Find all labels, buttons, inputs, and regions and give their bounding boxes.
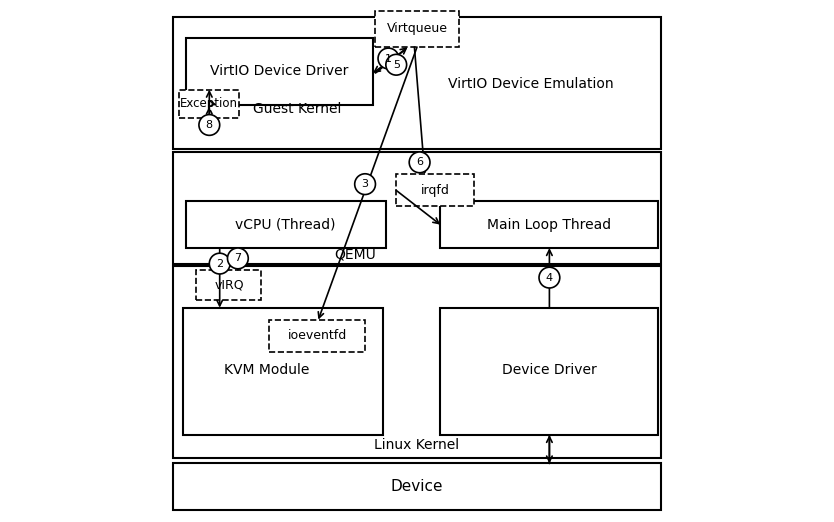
Bar: [269, 319, 365, 352]
Text: 4: 4: [545, 272, 553, 282]
Text: 1: 1: [385, 53, 392, 64]
Circle shape: [354, 174, 375, 195]
Circle shape: [539, 267, 560, 288]
Text: KVM Module: KVM Module: [224, 363, 309, 377]
Text: Linux Kernel: Linux Kernel: [374, 438, 460, 453]
Text: VirtIO Device Emulation: VirtIO Device Emulation: [449, 77, 614, 91]
Text: 8: 8: [206, 120, 213, 130]
Text: vCPU (Thread): vCPU (Thread): [235, 218, 336, 232]
Bar: [173, 152, 661, 264]
Circle shape: [228, 248, 249, 269]
Text: 3: 3: [362, 179, 369, 189]
Text: Guest Kernel: Guest Kernel: [254, 102, 342, 116]
Text: 6: 6: [416, 157, 423, 168]
Bar: [173, 17, 661, 149]
Circle shape: [209, 253, 230, 274]
Bar: [196, 270, 261, 300]
Bar: [186, 38, 373, 105]
Circle shape: [409, 152, 430, 173]
Text: Main Loop Thread: Main Loop Thread: [487, 218, 611, 232]
Bar: [179, 90, 239, 118]
Text: QEMU: QEMU: [334, 247, 375, 261]
Bar: [183, 308, 384, 435]
Text: Exception: Exception: [180, 97, 239, 110]
Text: Device: Device: [391, 479, 443, 494]
Bar: [440, 201, 658, 248]
Text: Virtqueue: Virtqueue: [386, 22, 448, 35]
Bar: [186, 201, 386, 248]
Bar: [375, 11, 459, 47]
Text: Device Driver: Device Driver: [502, 363, 597, 377]
Text: irqfd: irqfd: [420, 184, 450, 197]
Bar: [173, 464, 661, 510]
Bar: [396, 174, 474, 207]
Text: 2: 2: [216, 258, 224, 269]
Circle shape: [386, 54, 407, 75]
Bar: [440, 308, 658, 435]
Text: vIRQ: vIRQ: [214, 278, 244, 291]
Text: 7: 7: [234, 253, 241, 264]
Bar: [173, 266, 661, 458]
Text: 5: 5: [393, 60, 399, 70]
Text: ioeventfd: ioeventfd: [288, 329, 347, 342]
Circle shape: [378, 48, 399, 69]
Circle shape: [199, 115, 219, 135]
Text: VirtIO Device Driver: VirtIO Device Driver: [210, 65, 349, 78]
